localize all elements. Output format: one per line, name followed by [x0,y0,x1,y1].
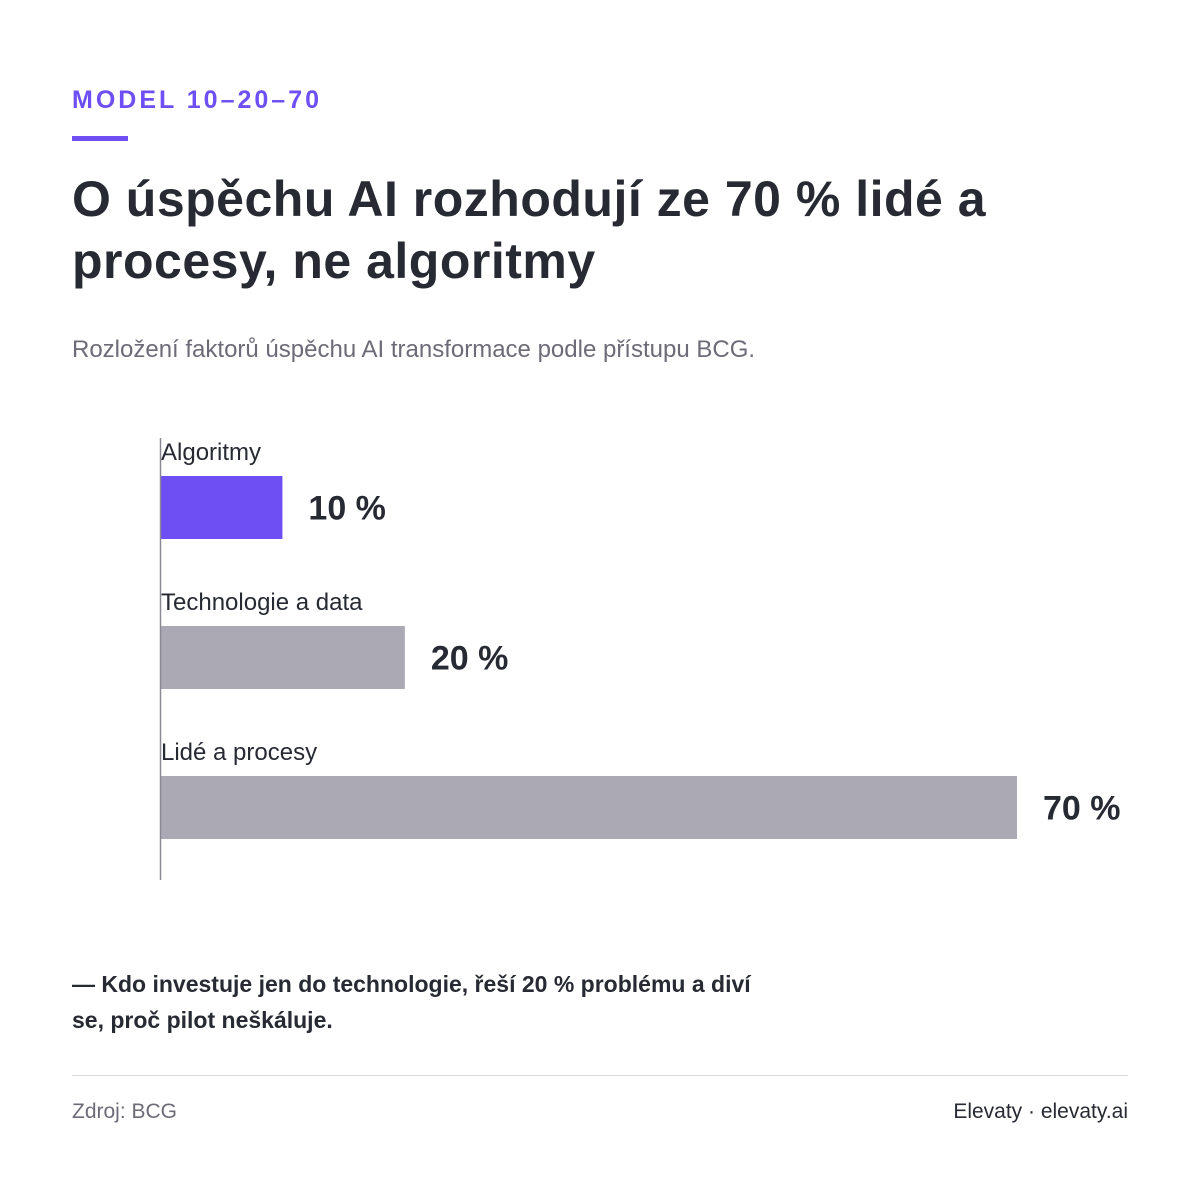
brand-label: Elevaty · elevaty.ai [953,1100,1128,1123]
value-label: 20 % [431,640,509,678]
bar [160,476,283,539]
footer-divider [72,1075,1128,1076]
source-label: Zdroj: BCG [72,1100,178,1123]
value-label: 70 % [1043,790,1121,828]
bar [160,626,405,689]
category-label: Technologie a data [161,589,363,616]
category-label: Algoritmy [161,439,261,466]
category-label: Lidé a procesy [161,739,317,766]
kicker-underline [72,136,128,141]
bar [160,776,1017,839]
takeaway-note: — Kdo investuje jen do technologie, řeší… [72,971,751,1033]
value-label: 10 % [308,490,386,528]
chart-title: O úspěchu AI rozhodují ze 70 % lidé a pr… [72,171,987,289]
section-kicker: MODEL 10–20–70 [72,86,322,114]
chart-subtitle: Rozložení faktorů úspěchu AI transformac… [72,336,756,363]
